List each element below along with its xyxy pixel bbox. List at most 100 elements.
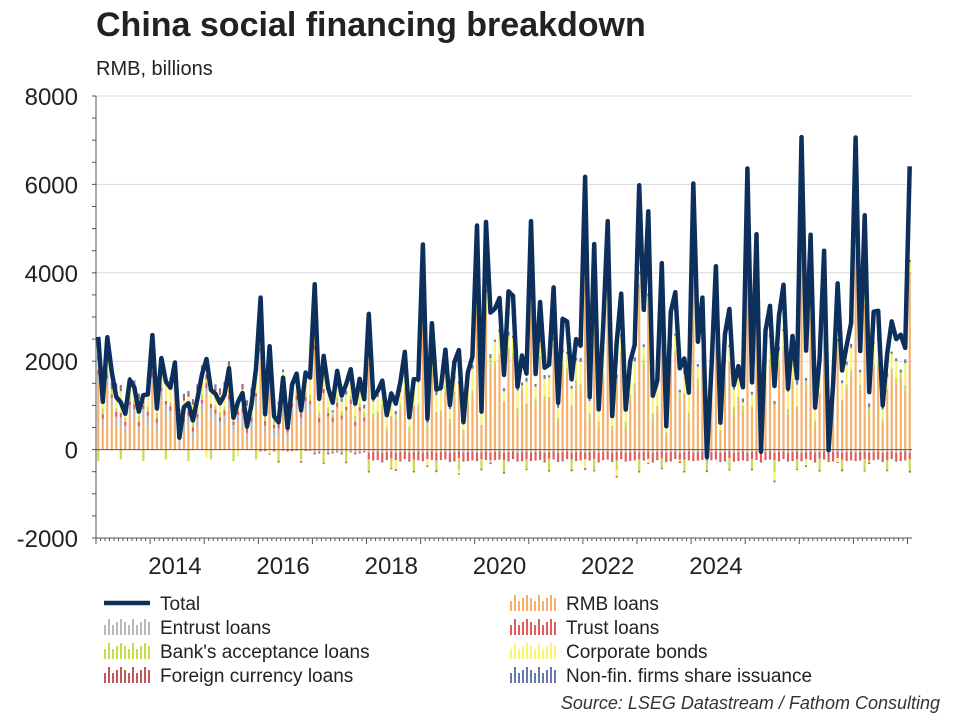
- bar-rmb-loans: [804, 386, 808, 450]
- bar-rmb-loans: [899, 377, 902, 450]
- bar-trust-loans: [674, 451, 677, 458]
- bar-bank-s-acceptance-loans: [115, 407, 118, 412]
- bar-trust-loans: [764, 452, 767, 459]
- bar-entrust-loans: [638, 449, 641, 453]
- legend-swatch-bar: [550, 619, 552, 635]
- bar-rmb-loans: [823, 330, 826, 450]
- bar-bank-s-acceptance-loans: [890, 368, 893, 373]
- bar-entrust-loans: [218, 421, 222, 429]
- bar-bank-s-acceptance-loans: [552, 343, 555, 350]
- bar-entrust-loans: [904, 449, 907, 452]
- bar-trust-loans: [759, 452, 763, 461]
- legend-swatch-bar: [104, 673, 106, 683]
- bar-bank-s-acceptance-loans: [575, 380, 578, 385]
- bar-trust-loans: [399, 452, 402, 460]
- bar-entrust-loans: [124, 425, 127, 434]
- bar-foreign-currency-loans: [471, 459, 474, 461]
- bar-bank-s-acceptance-loans: [97, 449, 100, 462]
- bar-non-fin-firms-share-issuance: [579, 357, 582, 362]
- legend-swatch-bar: [144, 667, 146, 683]
- bar-foreign-currency-loans: [872, 458, 875, 461]
- bar-entrust-loans: [489, 449, 492, 453]
- bar-rmb-loans: [593, 321, 596, 450]
- bar-trust-loans: [584, 452, 587, 460]
- bar-bank-s-acceptance-loans: [602, 372, 605, 377]
- bar-rmb-loans: [498, 359, 501, 450]
- legend-swatch-bar: [550, 643, 552, 659]
- bar-entrust-loans: [313, 449, 316, 453]
- x-tick-label: 2018: [365, 553, 418, 580]
- bar-entrust-loans: [633, 449, 636, 452]
- bar-entrust-loans: [493, 449, 497, 453]
- bar-foreign-currency-loans: [218, 392, 222, 395]
- bar-bank-s-acceptance-loans: [854, 253, 857, 258]
- bar-foreign-currency-loans: [475, 459, 479, 462]
- bar-trust-loans: [187, 411, 190, 417]
- bar-foreign-currency-loans: [602, 458, 605, 461]
- bar-bank-s-acceptance-loans: [863, 458, 866, 471]
- bar-entrust-loans: [737, 449, 740, 453]
- bar-rmb-loans: [430, 373, 433, 450]
- bar-trust-loans: [629, 452, 632, 460]
- bar-foreign-currency-loans: [606, 458, 609, 460]
- bar-bank-s-acceptance-loans: [426, 422, 429, 429]
- bar-corporate-bonds: [890, 353, 893, 369]
- bar-entrust-loans: [259, 352, 262, 361]
- bar-non-fin-firms-share-issuance: [895, 358, 898, 362]
- bar-trust-loans: [300, 413, 303, 418]
- bar-non-fin-firms-share-issuance: [340, 398, 343, 402]
- bar-rmb-loans: [327, 416, 330, 450]
- bar-entrust-loans: [642, 449, 645, 453]
- bar-foreign-currency-loans: [561, 459, 564, 462]
- bar-rmb-loans: [710, 399, 713, 450]
- bar-bank-s-acceptance-loans: [705, 460, 708, 471]
- legend-swatch-bar: [116, 622, 118, 635]
- legend-swatch-bar: [534, 649, 536, 659]
- bar-foreign-currency-loans: [823, 458, 826, 460]
- legend-swatch-bar: [104, 625, 106, 635]
- bar-entrust-loans: [110, 398, 113, 407]
- bar-bank-s-acceptance-loans: [223, 406, 226, 411]
- bar-rmb-loans: [475, 311, 479, 450]
- bar-rmb-loans: [615, 378, 618, 450]
- bar-entrust-loans: [579, 449, 582, 452]
- bar-corporate-bonds: [611, 415, 614, 426]
- legend-swatch-bar: [148, 622, 150, 635]
- bar-trust-loans: [678, 452, 681, 460]
- legend-swatch-bar: [522, 670, 524, 683]
- legend-label: Non-fin. firms share issuance: [566, 666, 812, 687]
- bar-foreign-currency-loans: [426, 465, 429, 467]
- bar-foreign-currency-loans: [466, 459, 470, 461]
- bar-foreign-currency-loans: [349, 451, 352, 453]
- bar-entrust-loans: [881, 449, 884, 453]
- bar-entrust-loans: [529, 449, 533, 453]
- legend-swatch-bar: [108, 643, 110, 659]
- bar-bank-s-acceptance-loans: [768, 358, 772, 365]
- bar-trust-loans: [480, 452, 483, 460]
- bar-entrust-loans: [683, 449, 686, 453]
- bar-entrust-loans: [151, 376, 154, 385]
- bar-non-fin-firms-share-issuance: [448, 405, 451, 410]
- bar-trust-loans: [538, 451, 542, 459]
- bar-rmb-loans: [895, 383, 898, 450]
- series-line-total: [96, 134, 912, 460]
- bar-foreign-currency-loans: [800, 459, 803, 462]
- y-tick-label: 4000: [25, 261, 78, 288]
- bar-entrust-loans: [786, 449, 790, 453]
- bar-trust-loans: [516, 452, 519, 460]
- bar-rmb-loans: [250, 430, 253, 450]
- bar-entrust-loans: [611, 449, 614, 453]
- bar-corporate-bonds: [354, 398, 357, 416]
- bar-entrust-loans: [719, 449, 722, 453]
- bar-bank-s-acceptance-loans: [624, 421, 627, 428]
- bar-corporate-bonds: [868, 460, 871, 463]
- legend-swatch-bar: [144, 619, 146, 635]
- bar-rmb-loans: [313, 350, 316, 450]
- bar-foreign-currency-loans: [755, 458, 758, 460]
- x-tick-label: 2022: [581, 553, 634, 580]
- bar-foreign-currency-loans: [498, 458, 501, 460]
- bar-rmb-loans: [421, 323, 424, 450]
- bar-foreign-currency-loans: [886, 469, 889, 472]
- bar-corporate-bonds: [588, 401, 591, 414]
- bar-bank-s-acceptance-loans: [309, 395, 312, 401]
